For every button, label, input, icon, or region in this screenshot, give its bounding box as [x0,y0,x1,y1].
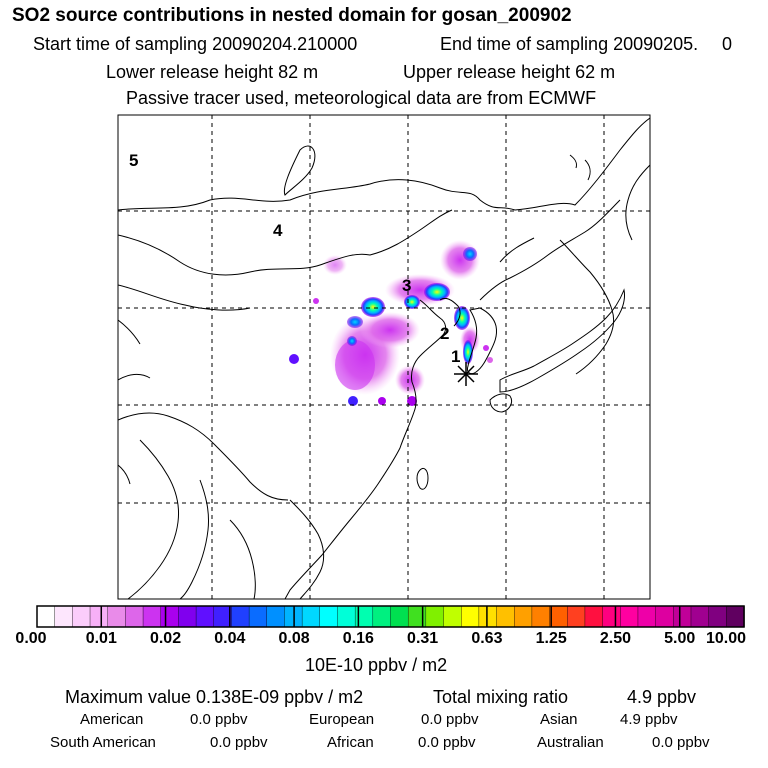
colorbar-segment [620,605,639,628]
colorbar-tick-label: 0.63 [471,630,503,647]
colorbar-tick-label: 2.50 [599,630,632,647]
colorbar-segment [673,605,692,628]
region-value: 4.9 ppbv [620,711,678,728]
colorbar [36,605,745,628]
region-label: 3 [402,276,411,295]
colorbar-segment [425,605,445,628]
colorbar-segment [107,605,127,628]
colorbar-segment [142,605,162,628]
colorbar-segment [301,605,321,628]
total-mixing-ratio-value: 4.9 ppbv [627,687,697,707]
upper-release-height: Upper release height 62 m [403,62,616,82]
region-value: 0.0 ppbv [652,734,710,751]
region-name: Asian [540,711,578,728]
region-label: 2 [440,324,449,343]
colorbar-segment [549,605,568,628]
colorbar-tick-label: 0.01 [85,630,117,647]
colorbar-tick-label: 10.00 [705,630,747,647]
region-value: 0.0 ppbv [210,734,268,751]
colorbar-tick-label: 0.04 [214,630,246,647]
region-label: 1 [451,347,460,366]
colorbar-segment [390,605,409,628]
colorbar-segment [655,605,674,628]
region-name: South American [50,734,156,751]
region-value: 0.0 ppbv [418,734,476,751]
colorbar-segment [372,605,392,628]
colorbar-tick-label: 1.25 [535,630,567,647]
region-name: Australian [537,734,604,751]
colorbar-tick-label: 5.00 [664,630,696,647]
asterisk-star-icon [454,362,478,386]
colorbar-segment [337,605,356,628]
concentration-field [289,240,493,406]
colorbar-segment [160,605,180,628]
map-frame [117,114,651,600]
colorbar-segment [531,605,551,628]
colorbar-segment [248,605,268,628]
end-time-label: End time of sampling 20090205. [440,34,699,54]
colorbar-segment [567,605,586,628]
colorbar-segment [36,605,56,628]
colorbar-segment [708,605,728,628]
total-mixing-ratio-label: Total mixing ratio [433,687,569,707]
tracer-note: Passive tracer used, meteorological data… [126,88,597,108]
colorbar-dividers [100,606,681,627]
region-name: European [309,711,375,728]
colorbar-segment [496,605,515,628]
colorbar-tick-label: 0.02 [149,630,182,647]
region-value: 0.0 ppbv [421,711,479,728]
colorbar-segment [89,605,109,628]
colorbar-tick-label: 0.16 [342,630,374,647]
colorbar-segment [178,605,197,628]
start-time-label: Start time of sampling 20090204.210000 [33,34,358,54]
coastlines [118,117,650,599]
region-name: American [80,711,144,728]
colorbar-segment [443,605,462,628]
colorbar-segment [637,605,657,628]
map-area [118,115,650,599]
colorbar-segment [319,605,339,628]
maximum-value: Maximum value 0.138E-09 ppbv / m2 [65,687,364,707]
colorbar-segment [231,605,250,628]
lower-release-height: Lower release height 82 m [106,62,319,82]
region-name: African [327,734,374,751]
colorbar-segment [407,605,427,628]
colorbar-unit: 10E-10 ppbv / m2 [305,655,448,675]
colorbar-segment [54,605,74,628]
plot-title: SO2 source contributions in nested domai… [12,5,572,26]
colorbar-segment [690,605,710,628]
colorbar-segment [72,605,91,628]
colorbar-segment [461,605,480,628]
colorbar-tick-label: 0.08 [278,630,310,647]
colorbar-segment [478,605,498,628]
region-label: 5 [129,151,138,170]
region-value: 0.0 ppbv [190,711,248,728]
colorbar-segment [125,605,144,628]
colorbar-segment [584,605,604,628]
region-label: 4 [273,221,283,240]
colorbar-segment [726,605,745,628]
end-time-suffix: 0 [722,34,733,54]
colorbar-segment [602,605,621,628]
region-labels: 5 4 3 2 1 [129,151,460,366]
colorbar-segment [195,605,215,628]
colorbar-frame [36,605,745,628]
colorbar-tick-label: 0.31 [407,630,439,647]
lat-lon-grid [118,115,650,599]
colorbar-segment [266,605,286,628]
colorbar-segment [514,605,533,628]
colorbar-tick-label: 0.00 [15,630,47,647]
